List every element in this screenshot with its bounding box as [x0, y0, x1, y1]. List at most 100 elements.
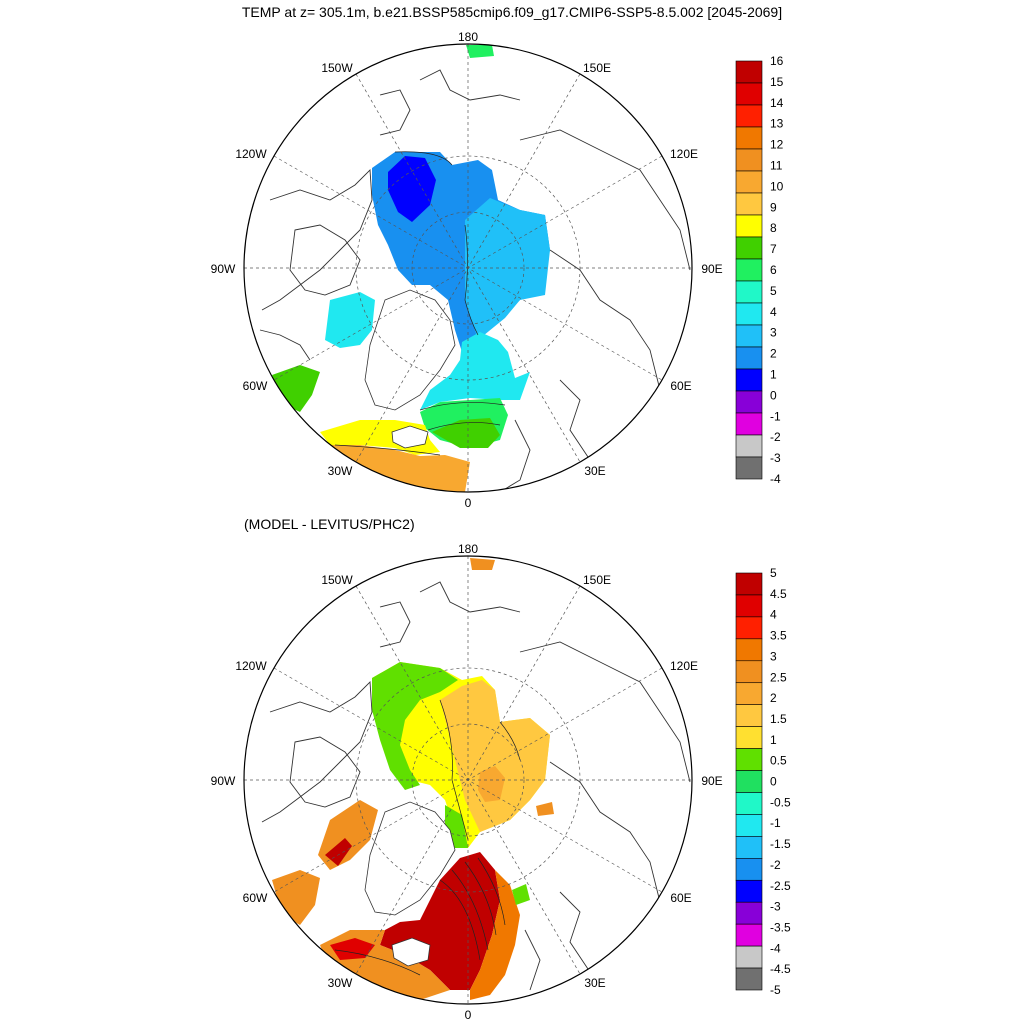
top-field-labrador [272, 365, 320, 412]
top-lon-120w: 120W [235, 147, 267, 161]
bottom-lon-labels: 180 150W 150E 120W 120E 90W 90E 60W 60E … [211, 542, 723, 1022]
bottom-colorbar-swatch-13 [735, 858, 763, 881]
top-colorbar-swatch-12 [735, 324, 763, 348]
bottom-colorbar-label-20: -5 [770, 983, 781, 997]
top-colorbar-label-6: 10 [770, 179, 784, 193]
top-land-greenland [364, 289, 456, 411]
bottom-colorbar-swatch-18 [735, 967, 763, 991]
top-colorbar-label-18: -2 [770, 430, 781, 444]
bottom-ocean-field [272, 558, 554, 1000]
bottom-colorbar-label-9: 0.5 [770, 754, 787, 768]
top-colorbar-swatch-1 [735, 82, 763, 106]
top-colorbar-label-19: -3 [770, 451, 781, 465]
top-graticule [244, 44, 692, 492]
bottom-colorbar-label-1: 4.5 [770, 587, 787, 601]
top-colorbar-label-20: -4 [770, 472, 781, 486]
top-colorbar-swatch-18 [735, 456, 763, 480]
bottom-colorbar-swatch-15 [735, 901, 763, 925]
bottom-field-kara [536, 802, 554, 816]
bottom-field-green-1 [372, 662, 458, 790]
top-lon-180: 180 [458, 30, 478, 44]
top-colorbar-swatch-5 [735, 170, 763, 194]
bottom-field-red-core [380, 852, 500, 990]
bottom-field-orange-atlantic [320, 930, 450, 1000]
bottom-colorbar-label-19: -4.5 [770, 962, 791, 976]
bottom-colorbar-swatch-14 [735, 879, 763, 903]
top-colorbar-label-8: 8 [770, 221, 777, 235]
top-colorbar-swatch-17 [735, 434, 763, 458]
top-map-boundary [243, 43, 693, 493]
difference-panel-title: (MODEL - LEVITUS/PHC2) [244, 516, 415, 532]
bottom-colorbar-swatch-7 [735, 726, 763, 749]
bottom-colorbar-swatch-6 [735, 704, 763, 727]
figure-title: TEMP at z= 305.1m, b.e21.BSSP585cmip6.f0… [241, 4, 783, 20]
bottom-colorbar-swatch-16 [735, 923, 763, 947]
bottom-field-gold [440, 680, 550, 832]
bottom-colorbar-swatch-10 [735, 792, 763, 815]
bottom-field-baffin [318, 800, 378, 870]
top-field-yellow [320, 420, 440, 455]
bottom-colorbar-label-3: 3.5 [770, 629, 787, 643]
bottom-colorbar-swatch-2 [735, 616, 763, 640]
bottom-field-bering [470, 558, 495, 570]
top-lon-60e: 60E [670, 379, 691, 393]
top-lon-90w: 90W [211, 262, 236, 276]
top-colorbar-label-2: 14 [770, 96, 784, 110]
bottom-colorbar-swatch-1 [735, 594, 763, 618]
top-colorbar-swatch-14 [735, 368, 763, 392]
bottom-colorbar-swatch-17 [735, 945, 763, 969]
bottom-colorbar-label-5: 2.5 [770, 670, 787, 684]
bottom-colorbar-label-0: 5 [770, 566, 777, 580]
top-lon-90e: 90E [701, 262, 722, 276]
top-field-cyan [420, 332, 530, 410]
top-ocean-field [272, 45, 550, 492]
bottom-colorbar-label-14: -2 [770, 858, 781, 872]
top-colorbar-swatch-11 [735, 302, 763, 326]
bottom-lon-150w: 150W [321, 573, 353, 587]
top-colorbar-swatch-10 [735, 280, 763, 304]
bottom-lon-0: 0 [465, 1008, 472, 1022]
bottom-colorbar-swatch-3 [735, 638, 763, 662]
top-colorbar-label-3: 13 [770, 117, 784, 131]
bottom-lon-150e: 150E [583, 573, 611, 587]
top-colorbar-label-16: 0 [770, 388, 777, 402]
bottom-field-barents-green [445, 805, 468, 848]
top-field-blue-1 [388, 156, 436, 222]
bottom-colorbar-label-16: -3 [770, 900, 781, 914]
top-colorbar-swatch-4 [735, 148, 763, 172]
bottom-colorbar-label-12: -1 [770, 816, 781, 830]
bottom-colorbar-swatch-9 [735, 770, 763, 793]
top-land-iceland [391, 425, 429, 449]
top-lon-30e: 30E [584, 464, 605, 478]
top-colorbar-label-4: 12 [770, 138, 784, 152]
top-lon-150w: 150W [321, 61, 353, 75]
bottom-field-red-spot [330, 938, 375, 960]
bottom-field-red-ring [470, 870, 520, 1000]
bottom-colorbar-swatch-4 [735, 660, 763, 684]
bottom-colorbar-swatch-5 [735, 682, 763, 705]
top-field-blue-2 [372, 152, 550, 352]
top-field-green-7 [432, 418, 500, 448]
top-colorbar-swatch-9 [735, 258, 763, 282]
bottom-lon-60e: 60E [670, 891, 691, 905]
bottom-colorbar-swatch-12 [735, 836, 763, 859]
bottom-lon-30w: 30W [328, 976, 353, 990]
top-colorbar-label-10: 6 [770, 263, 777, 277]
bottom-colorbar-label-17: -3.5 [770, 920, 791, 934]
top-colorbar-label-13: 3 [770, 326, 777, 340]
top-colorbar-swatch-3 [735, 126, 763, 150]
top-colorbar-label-11: 5 [770, 284, 777, 298]
top-lon-120e: 120E [670, 147, 698, 161]
bottom-field-baffin-red [325, 838, 352, 866]
bottom-field-labrador [272, 870, 320, 925]
top-colorbar-label-9: 7 [770, 242, 777, 256]
bottom-lon-60w: 60W [243, 891, 268, 905]
bottom-lon-30e: 30E [584, 976, 605, 990]
bottom-colorbar-label-2: 4 [770, 608, 777, 622]
bottom-colorbar-label-15: -2.5 [770, 879, 791, 893]
bottom-map-boundary [243, 555, 693, 1005]
top-lon-0: 0 [465, 496, 472, 510]
bottom-colorbar-label-4: 3 [770, 649, 777, 663]
bottom-colorbar-swatch-11 [735, 814, 763, 837]
bottom-field-svalbard [512, 884, 530, 905]
